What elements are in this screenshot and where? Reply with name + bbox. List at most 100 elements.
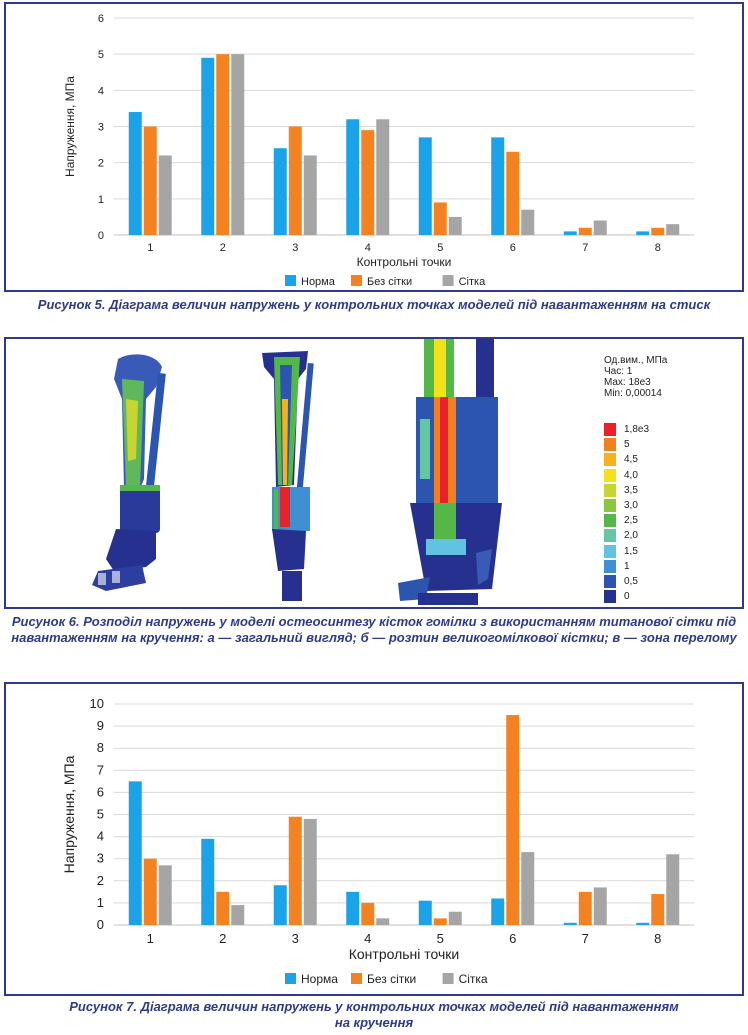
scale-item: 5 (604, 438, 630, 453)
legend-entry: Норма (301, 972, 338, 986)
legend-swatch (285, 973, 296, 984)
x-tick-label: 2 (219, 931, 226, 946)
bar (376, 119, 390, 235)
scale-label: 2,5 (624, 515, 638, 527)
bar (521, 209, 535, 235)
figure7-caption: Рисунок 7. Діаграма величин напружень у … (4, 999, 744, 1031)
x-tick-label: 5 (437, 242, 443, 254)
figure5-chart: 0 1 2 3 4 5 6 Напруження, МПа 1 2 3 4 5 6 7 8 Контрольні… (63, 13, 694, 288)
y-tick-label: 1 (98, 194, 104, 206)
scale-swatch (604, 423, 616, 436)
scale-time: Час: 1 (604, 366, 633, 377)
bar (216, 891, 230, 925)
bar (376, 918, 390, 925)
panel-label-v: в (366, 585, 375, 601)
scale-item: 3,0 (604, 499, 638, 514)
bar (491, 137, 505, 235)
scale-label: 1,8e3 (624, 424, 650, 436)
bar (666, 854, 680, 925)
bar (593, 887, 607, 925)
y-tick-label: 10 (90, 696, 104, 711)
bar (521, 852, 535, 925)
scale-unit: Од.вим., МПа (604, 355, 668, 366)
bar (418, 900, 432, 925)
bar (231, 905, 245, 925)
bar (636, 922, 650, 925)
scale-label: 1,5 (624, 545, 638, 557)
model-tibia-section (262, 351, 314, 601)
x-tick-label: 5 (437, 931, 444, 946)
bar (143, 126, 157, 235)
bar (361, 902, 375, 925)
x-axis-label: Контрольні точки (349, 946, 460, 962)
legend-swatch (442, 275, 454, 286)
x-tick-label: 3 (292, 242, 298, 254)
scale-swatch (604, 559, 616, 573)
bar (201, 838, 215, 925)
model-general-view (92, 354, 166, 591)
bar (288, 816, 302, 925)
figure5-panel: 0 1 2 3 4 5 6 Напруження, МПа 1 2 3 4 5 6 7 8 Контрольні… (4, 2, 744, 292)
bar (346, 891, 360, 925)
y-tick-label: 9 (97, 718, 104, 733)
x-tick-label: 3 (292, 931, 299, 946)
y-tick-label: 0 (97, 917, 104, 932)
legend-swatch (351, 973, 362, 984)
legend-swatch (442, 973, 454, 984)
scale-label: 1 (624, 560, 630, 572)
y-axis-label: Напруження, МПа (63, 76, 77, 177)
legend-swatch (285, 275, 296, 286)
bar (506, 715, 520, 925)
bar (433, 918, 447, 925)
bar (273, 148, 287, 235)
scale-item: 0 (604, 590, 630, 605)
bar (361, 130, 375, 235)
bar (158, 865, 172, 925)
x-tick-label: 2 (220, 242, 226, 254)
y-tick-label: 3 (98, 122, 104, 134)
bar (303, 818, 317, 925)
x-tick-label: 8 (654, 931, 661, 946)
y-tick-label: 3 (97, 851, 104, 866)
scale-item: 1 (604, 559, 630, 575)
bar (578, 891, 592, 925)
scale-label: 3,5 (624, 484, 638, 496)
bar (636, 231, 650, 235)
scale-swatch (604, 483, 616, 497)
figure7-panel: 0 1 2 3 4 5 6 7 8 9 10 Напруження, МПа 1 2 3 4 5 6 7 8 Контр… (4, 682, 744, 996)
figure6-illustration (92, 339, 510, 607)
bar (491, 898, 505, 925)
y-tick-label: 2 (97, 873, 104, 888)
x-tick-label: 1 (147, 242, 153, 254)
y-tick-label: 6 (97, 784, 104, 799)
scale-max: Max: 18e3 (604, 377, 651, 388)
figure5-caption: Рисунок 5. Діаграма величин напружень у … (37, 297, 711, 312)
panel-label-b: б (220, 585, 229, 601)
y-tick-label: 5 (97, 807, 104, 822)
y-tick-label: 7 (97, 762, 104, 777)
figure7-caption-line1: Рисунок 7. Діаграма величин напружень у … (69, 999, 679, 1014)
legend-entry: Без сітки (367, 972, 416, 986)
bar (128, 112, 142, 235)
scale-min: Min: 0,00014 (604, 388, 662, 399)
scale-label: 0,5 (624, 576, 638, 588)
x-axis-label: Контрольні точки (357, 255, 452, 269)
bar (216, 54, 230, 235)
x-tick-label: 6 (510, 242, 516, 254)
bar (201, 57, 215, 236)
scale-label: 3,0 (624, 500, 638, 512)
bar (288, 126, 302, 235)
bar (651, 227, 665, 235)
scale-swatch (604, 590, 616, 604)
y-tick-label: 5 (98, 49, 104, 61)
bar (593, 220, 607, 235)
scale-swatch (604, 544, 616, 558)
color-scale-header: Од.вим., МПа Час: 1 Max: 18e3 Min: 0,000… (604, 355, 667, 399)
legend-swatch (351, 275, 362, 286)
bar (506, 151, 520, 235)
legend-entry: Без сітки (367, 276, 412, 288)
scale-item: 3,5 (604, 483, 638, 499)
x-tick-label: 1 (147, 931, 154, 946)
scale-item: 1,5 (604, 544, 638, 560)
scale-swatch (604, 499, 616, 512)
